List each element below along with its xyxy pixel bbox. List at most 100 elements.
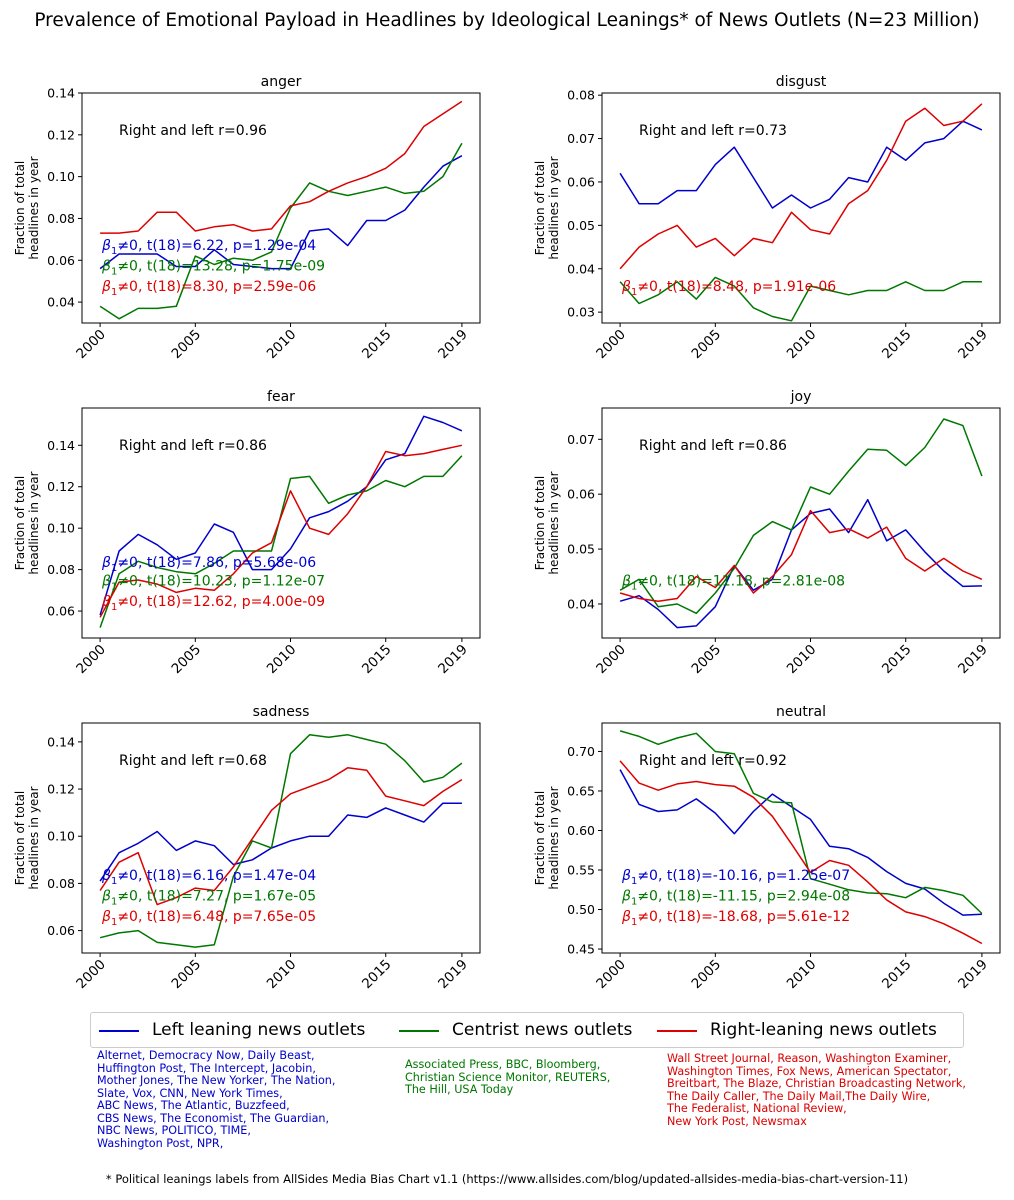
x-tick-label: 2005 [169,642,205,678]
plot-frame [601,722,1001,954]
correlation-label: Right and left r=0.96 [119,123,267,139]
outlets-right-list: Wall Street Journal, Reason, Washington … [667,1052,966,1128]
y-tick-label: 0.12 [47,782,75,797]
beta-symbol: β [101,555,111,571]
x-tick-label: 2000 [73,642,109,678]
plot-frame [81,407,481,639]
chart-title: sadness [253,704,310,720]
stat-label-left: β1≠0, t(18)=6.16, p=1.47e-04 [101,868,316,887]
beta-symbol: β [101,889,111,905]
x-tick-label: 2000 [73,327,109,363]
series-line-right [99,767,463,906]
plot-frame [601,92,1001,324]
x-tick-label: 2019 [435,327,471,363]
y-axis-label-line: Fraction of total [533,161,547,256]
beta-symbol: β [101,574,111,590]
x-tick-label: 2010 [784,642,820,678]
plot-frame [81,92,481,324]
stat-text: ≠0, t(18)=7.27, p=1.67e-05 [117,889,316,905]
series-line-left [99,155,463,270]
x-tick-label: 2005 [169,957,205,993]
x-tick-label: 2015 [359,642,395,678]
beta-symbol: β [101,868,111,884]
stat-text: ≠0, t(18)=6.16, p=1.47e-04 [117,868,316,884]
beta-subscript: 1 [111,876,117,887]
x-tick-label: 2010 [264,642,300,678]
y-axis-label: Fraction of totalheadlines in year [13,786,41,889]
outlet-line: The Daily Caller, The Daily Mail,The Dai… [667,1089,931,1103]
x-tick-label: 2005 [689,642,725,678]
beta-symbol: β [621,279,631,295]
y-tick-label: 0.05 [567,542,595,557]
y-tick-label: 0.04 [47,295,75,310]
correlation-label: Right and left r=0.92 [639,753,787,769]
y-tick-label: 0.12 [47,479,75,494]
outlets-center-list: Associated Press, BBC, Bloomberg, Christ… [405,1058,610,1097]
outlet-line: Washington Times, Fox News, American Spe… [667,1064,952,1078]
stat-text: ≠0, t(18)=-10.16, p=1.25e-07 [637,868,850,884]
x-tick-label: 2005 [689,957,725,993]
y-tick-label: 0.06 [47,604,75,619]
stat-text: ≠0, t(18)=-11.15, p=2.94e-08 [637,889,850,905]
legend-line-left [99,1030,139,1032]
stat-text: ≠0, t(18)=10.23, p=1.12e-07 [117,574,325,590]
chart-title: anger [261,74,302,90]
beta-subscript: 1 [111,246,117,257]
stat-label-right: β1≠0, t(18)=-18.68, p=5.61e-12 [621,909,850,928]
series-line-left [619,498,982,629]
outlet-line: The Federalist, National Review, [667,1102,847,1115]
outlet-line: CBS News, The Economist, The Guardian, [97,1111,330,1125]
y-axis-label-line: Fraction of total [13,791,27,886]
chart-title: neutral [776,704,826,720]
stat-label-center: β1≠0, t(18)=10.23, p=1.12e-07 [101,574,325,593]
stat-text: ≠0, t(18)=11.18, p=2.81e-08 [637,574,845,590]
series-line-left [619,120,983,209]
beta-subscript: 1 [631,897,637,908]
y-tick-label: 0.08 [47,876,75,891]
correlation-label: Right and left r=0.86 [119,438,267,454]
beta-subscript: 1 [111,563,117,574]
y-tick-label: 0.65 [567,783,595,798]
beta-symbol: β [101,909,111,925]
stat-label-center: β1≠0, t(18)=7.27, p=1.67e-05 [101,889,316,908]
series-line-center [99,142,463,320]
x-tick-label: 2010 [264,327,300,363]
y-tick-label: 0.07 [567,432,595,447]
beta-subscript: 1 [631,876,637,887]
y-tick-label: 0.04 [567,596,595,611]
y-axis-label-line: headlines in year [547,471,561,574]
stat-text: ≠0, t(18)=8.30, p=2.59e-06 [117,279,316,295]
y-tick-label: 0.50 [567,902,595,917]
legend: Left leaning news outlets Centrist news … [90,1012,964,1048]
beta-subscript: 1 [631,287,637,298]
y-tick-label: 0.55 [567,863,595,878]
stat-text: ≠0, t(18)=8.48, p=1.91e-06 [637,279,836,295]
x-tick-label: 2010 [784,327,820,363]
y-axis-label: Fraction of totalheadlines in year [13,156,41,259]
y-tick-label: 0.10 [47,829,75,844]
y-tick-label: 0.10 [47,521,75,536]
beta-subscript: 1 [111,917,117,928]
beta-subscript: 1 [111,602,117,613]
y-tick-label: 0.08 [567,88,595,103]
outlet-line: Slate, Vox, CNN, New York Times, [97,1086,283,1100]
stat-text: ≠0, t(18)=-18.68, p=5.61e-12 [637,909,850,925]
stat-label-left: β1≠0, t(18)=7.86, p=5.68e-06 [101,555,316,574]
outlet-line: Washington Post, NPR, [97,1136,224,1150]
chart-disgust: disgust 0.03 0.04 0.05 0.06 0.07 0.08 2000 2005 2… [533,74,1001,363]
stat-label-center: β1≠0, t(18)=11.18, p=2.81e-08 [621,574,845,593]
outlet-line: Huffington Post, The Intercept, Jacobin, [97,1061,316,1075]
legend-line-right [657,1030,697,1032]
x-tick-label: 2019 [435,642,471,678]
y-axis-label: Fraction of totalheadlines in year [533,786,561,889]
x-tick-label: 2010 [264,957,300,993]
x-tick-label: 2019 [955,327,991,363]
series-line-left [99,802,462,882]
y-tick-label: 0.06 [47,923,75,938]
legend-label-left: Left leaning news outlets [152,1020,366,1040]
figure-title: Prevalence of Emotional Payload in Headl… [34,10,980,31]
y-tick-label: 0.06 [47,253,75,268]
y-tick-label: 0.14 [47,438,75,453]
beta-subscript: 1 [111,287,117,298]
chart-neutral: neutral 0.45 0.50 0.55 0.60 0.65 0.70 2000 2005 2… [533,704,1001,993]
